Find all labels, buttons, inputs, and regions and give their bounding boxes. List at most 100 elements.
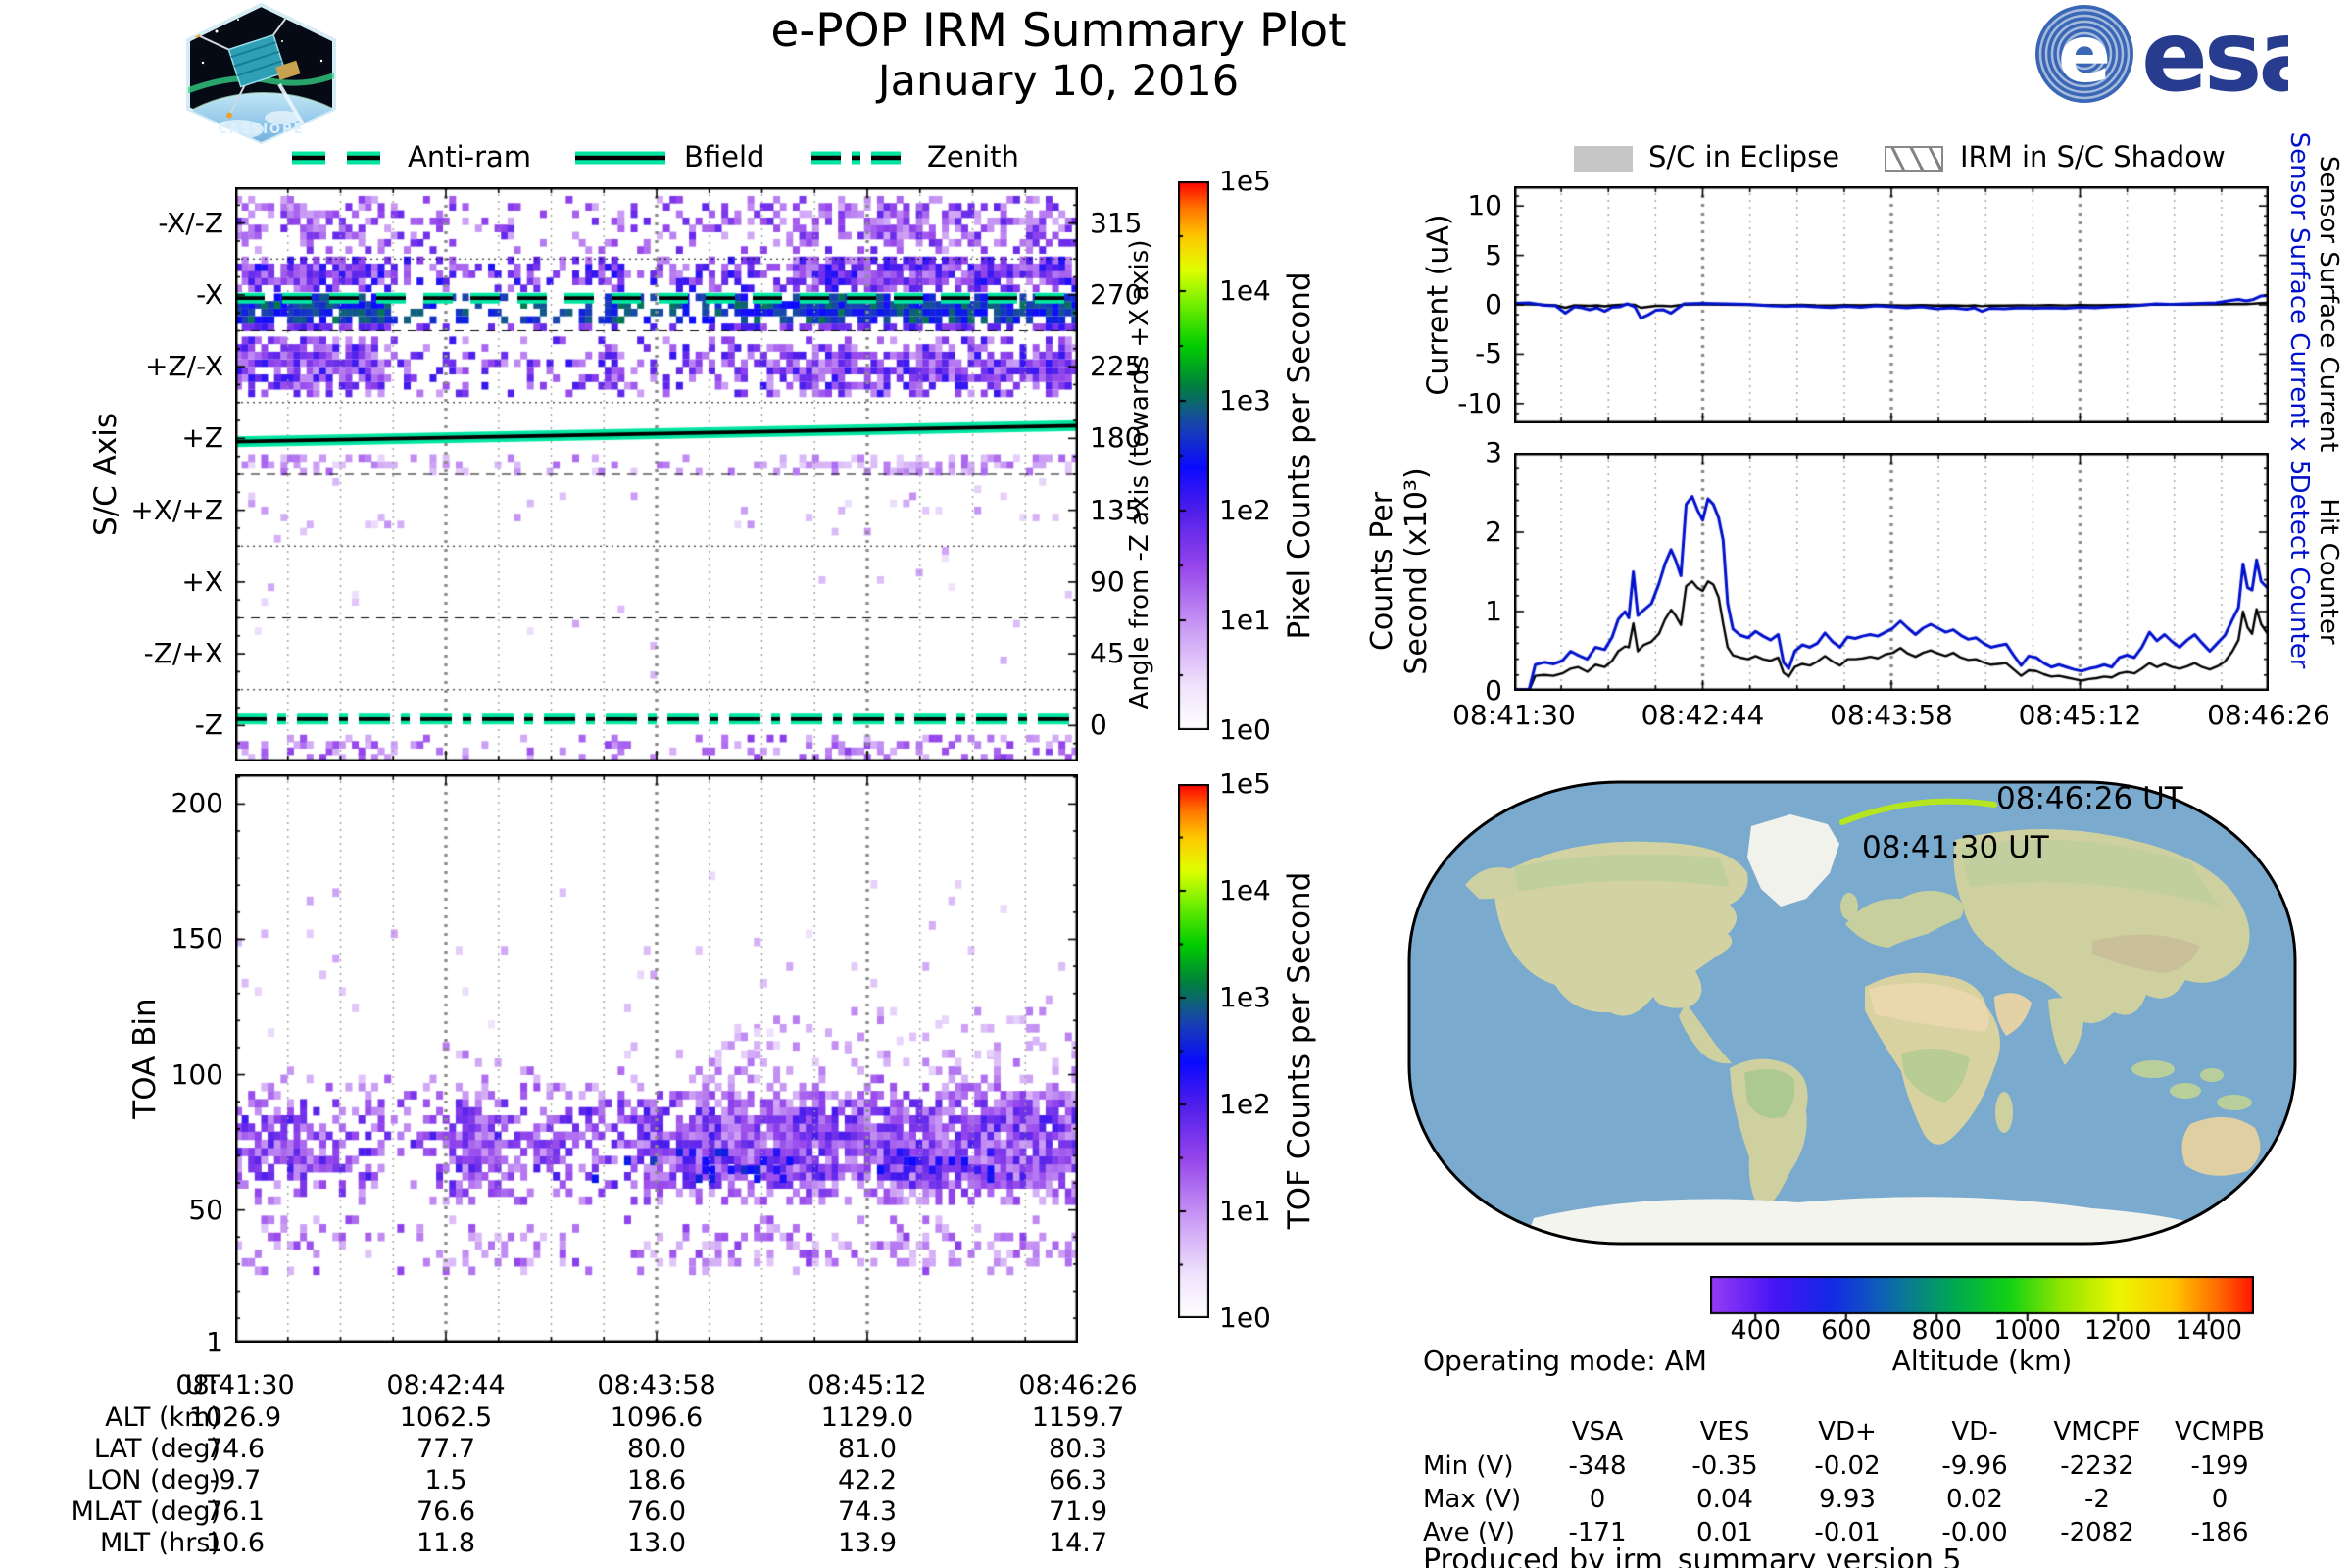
sc-axis-spectrogram-plot bbox=[235, 187, 1078, 761]
ephemeris-row-label-LAT (deg): LAT (deg) bbox=[93, 1434, 220, 1464]
ephemeris-cell-UT-3: 08:45:12 bbox=[808, 1370, 927, 1400]
time-tick-right-3: 08:45:12 bbox=[2018, 699, 2142, 731]
counts-ytick-3: 3 bbox=[1485, 436, 1502, 468]
cb1-tick-1e5: 1e5 bbox=[1219, 165, 1271, 197]
alt-tick-1000: 1000 bbox=[1993, 1315, 2062, 1346]
voltage-col-header-VD+: VD+ bbox=[1818, 1417, 1877, 1446]
cb2-tick-1e5: 1e5 bbox=[1219, 767, 1271, 800]
zenith-legend-line bbox=[811, 151, 902, 165]
ephemeris-cell-MLT (hrs)-3: 13.9 bbox=[837, 1528, 898, 1558]
angle-tick-135: 135 bbox=[1090, 493, 1143, 526]
ephemeris-cell-ALT (km)-2: 1096.6 bbox=[610, 1402, 704, 1433]
voltage-cell-Max (V)-VSA: 0 bbox=[1589, 1485, 1606, 1514]
map-outline bbox=[1407, 780, 2297, 1246]
ephemeris-row-label-LON (deg): LON (deg) bbox=[86, 1465, 220, 1495]
cb1-tick-1e4: 1e4 bbox=[1219, 274, 1271, 307]
sc-ytick--X/-Z: -X/-Z bbox=[158, 206, 223, 239]
voltage-cell-Max (V)-VCMPB: 0 bbox=[2211, 1485, 2229, 1514]
esa-logo: e esa bbox=[2035, 0, 2288, 113]
cb1-tick-1e1: 1e1 bbox=[1219, 604, 1271, 636]
ephemeris-cell-LON (deg)-2: 18.6 bbox=[626, 1465, 687, 1495]
time-tick-right-1: 08:42:44 bbox=[1641, 699, 1765, 731]
cassiope-mission-patch: CASSIOPE bbox=[186, 2, 336, 145]
counts-axis-title-line2: Second (x10³) bbox=[1399, 467, 1434, 675]
voltage-col-header-VD-: VD- bbox=[1951, 1417, 1998, 1446]
voltage-cell-Min (V)-VMCPF: -2232 bbox=[2060, 1451, 2134, 1481]
svg-text:e: e bbox=[2058, 9, 2111, 100]
ephemeris-row-label-ALT (km): ALT (km) bbox=[105, 1402, 220, 1433]
time-tick-right-4: 08:46:26 bbox=[2207, 699, 2330, 731]
sc-ytick-+Z/-X: +Z/-X bbox=[145, 350, 223, 383]
ephemeris-cell-MLT (hrs)-2: 13.0 bbox=[626, 1528, 687, 1558]
voltage-row-label-Ave (V): Ave (V) bbox=[1423, 1518, 1515, 1547]
angle-tick-0: 0 bbox=[1090, 709, 1107, 742]
sc-ytick--X: -X bbox=[196, 277, 223, 311]
alt-tick-1400: 1400 bbox=[2175, 1315, 2243, 1346]
voltage-cell-Ave (V)-VES: 0.01 bbox=[1696, 1518, 1753, 1547]
ephemeris-row-label-UT: UT bbox=[184, 1370, 220, 1400]
world-map: 08:46:26 UT 08:41:30 UT bbox=[1407, 780, 2297, 1246]
counts-ytick-0: 0 bbox=[1485, 674, 1502, 707]
voltage-cell-Min (V)-VD+: -0.02 bbox=[1814, 1451, 1881, 1481]
alt-tick-1200: 1200 bbox=[2083, 1315, 2152, 1346]
ephemeris-cell-LAT (deg)-4: 80.3 bbox=[1048, 1434, 1108, 1464]
voltage-cell-Min (V)-VD-: -9.96 bbox=[1941, 1451, 2008, 1481]
cb2-tick-1e1: 1e1 bbox=[1219, 1195, 1271, 1227]
toa-ytick-50: 50 bbox=[188, 1193, 223, 1226]
counts-axis-title-line1: Counts Per bbox=[1365, 491, 1399, 652]
voltage-cell-Max (V)-VES: 0.04 bbox=[1696, 1485, 1753, 1514]
ephemeris-cell-MLT (hrs)-1: 11.8 bbox=[416, 1528, 476, 1558]
voltage-cell-Max (V)-VMCPF: -2 bbox=[2084, 1485, 2110, 1514]
voltage-cell-Max (V)-VD+: 9.93 bbox=[1819, 1485, 1876, 1514]
time-tick-right-2: 08:43:58 bbox=[1830, 699, 1953, 731]
voltage-cell-Ave (V)-VSA: -171 bbox=[1568, 1518, 1627, 1547]
track-start-time-label: 08:41:30 UT bbox=[1862, 830, 2050, 865]
angle-tick-90: 90 bbox=[1090, 564, 1125, 598]
sc-ytick-+X: +X bbox=[181, 564, 223, 598]
sc-ytick-+Z: +Z bbox=[181, 421, 223, 455]
ephemeris-cell-MLAT (deg)-0: 76.1 bbox=[205, 1496, 266, 1527]
altitude-colorbar-title: Altitude (km) bbox=[1891, 1345, 2073, 1377]
tof-counts-colorbar bbox=[1178, 784, 1209, 1318]
cb2-tick-1e2: 1e2 bbox=[1219, 1088, 1271, 1120]
tof-counts-colorbar-title: TOF Counts per Second bbox=[1282, 871, 1317, 1230]
ephemeris-cell-LON (deg)-1: 1.5 bbox=[424, 1465, 467, 1495]
cb2-tick-1e3: 1e3 bbox=[1219, 981, 1271, 1013]
current-x5-right-label: Sensor Surface Current x 5 bbox=[2284, 131, 2314, 476]
ephemeris-cell-UT-4: 08:46:26 bbox=[1018, 1370, 1138, 1400]
toa-ytick-200: 200 bbox=[171, 787, 223, 820]
ephemeris-cell-LON (deg)-3: 42.2 bbox=[837, 1465, 898, 1495]
counts-ytick-1: 1 bbox=[1485, 595, 1502, 627]
ephemeris-row-label-MLAT (deg): MLAT (deg) bbox=[71, 1496, 220, 1527]
sc-ytick--Z: -Z bbox=[194, 709, 223, 742]
sc-ytick--Z/+X: -Z/+X bbox=[143, 637, 223, 670]
ephemeris-row-label-MLT (hrs): MLT (hrs) bbox=[99, 1528, 220, 1558]
track-end-time-label: 08:46:26 UT bbox=[1996, 781, 2184, 816]
ephemeris-cell-MLAT (deg)-4: 71.9 bbox=[1048, 1496, 1108, 1527]
voltage-cell-Max (V)-VD-: 0.02 bbox=[1946, 1485, 2003, 1514]
ephemeris-cell-UT-1: 08:42:44 bbox=[386, 1370, 506, 1400]
cb1-tick-1e2: 1e2 bbox=[1219, 494, 1271, 526]
counts-per-second-plot bbox=[1514, 453, 2269, 691]
bfield-legend-line bbox=[575, 151, 665, 165]
voltage-row-label-Min (V): Min (V) bbox=[1423, 1451, 1514, 1481]
angle-tick-180: 180 bbox=[1090, 421, 1143, 455]
voltage-cell-Ave (V)-VMCPF: -2082 bbox=[2060, 1518, 2134, 1547]
ephemeris-cell-ALT (km)-1: 1062.5 bbox=[399, 1402, 493, 1433]
eclipse-legend-swatch bbox=[1574, 146, 1633, 172]
current-ytick-5: 5 bbox=[1485, 238, 1502, 271]
patch-beam bbox=[277, 82, 307, 129]
ephemeris-cell-MLT (hrs)-4: 14.7 bbox=[1048, 1528, 1108, 1558]
voltage-col-header-VMCPF: VMCPF bbox=[2053, 1417, 2141, 1446]
detect-counter-right-label: Detect Counter bbox=[2284, 473, 2314, 669]
alt-tick-800: 800 bbox=[1911, 1315, 1963, 1346]
sensor-current-plot bbox=[1514, 186, 2269, 423]
ephemeris-cell-ALT (km)-4: 1159.7 bbox=[1031, 1402, 1125, 1433]
voltage-cell-Min (V)-VCMPB: -199 bbox=[2190, 1451, 2249, 1481]
current-right-label: Sensor Surface Current bbox=[2314, 155, 2343, 453]
ephemeris-cell-LON (deg)-4: 66.3 bbox=[1048, 1465, 1108, 1495]
page-date: January 10, 2016 bbox=[877, 57, 1240, 106]
map-continents bbox=[1465, 814, 2283, 1244]
ephemeris-cell-ALT (km)-3: 1129.0 bbox=[820, 1402, 914, 1433]
